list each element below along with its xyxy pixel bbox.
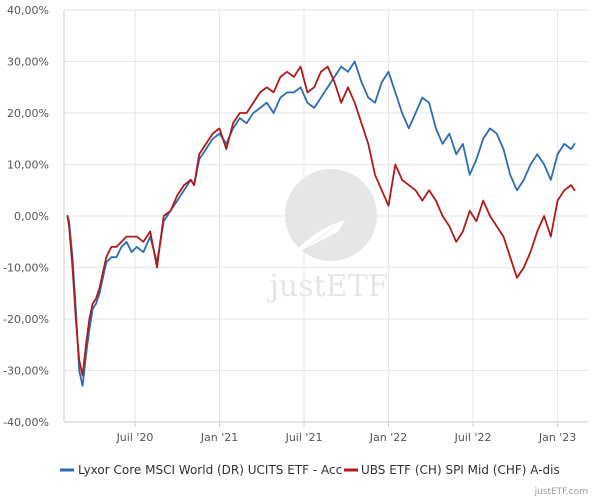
y-tick-label: -10,00% [3, 262, 49, 275]
x-axis-ticks: Juil '20 Jan '21 Juil '21 Jan '22 Juil '22 Ja… [116, 422, 576, 444]
series-line-ubs-spi-mid [66, 65, 576, 377]
x-tick-label: Juil '20 [116, 431, 154, 444]
series-lines [66, 60, 576, 387]
legend-label: Lyxor Core MSCI World (DR) UCITS ETF - A… [78, 463, 342, 477]
x-tick-label: Juil '21 [285, 431, 323, 444]
y-tick-label: 10,00% [7, 159, 49, 172]
y-tick-label: 20,00% [7, 107, 49, 120]
y-tick-label: 30,00% [7, 56, 49, 69]
y-tick-label: -20,00% [3, 313, 49, 326]
y-tick-label: -30,00% [3, 365, 49, 378]
legend-label: UBS ETF (CH) SPI Mid (CHF) A-dis [361, 463, 560, 477]
y-tick-label: 40,00% [7, 4, 49, 17]
y-tick-label: -40,00% [3, 416, 49, 429]
x-tick-label: Jan '23 [538, 431, 576, 444]
y-tick-label: 0,00% [14, 210, 49, 223]
axes [63, 10, 588, 423]
x-tick-label: Jan '22 [369, 431, 407, 444]
legend: Lyxor Core MSCI World (DR) UCITS ETF - A… [60, 463, 560, 477]
x-tick-label: Juil '22 [454, 431, 492, 444]
watermark: justETF [267, 169, 389, 304]
source-credit: justETF.com [534, 487, 588, 497]
justetf-logo-icon [285, 169, 377, 261]
x-tick-label: Jan '21 [200, 431, 238, 444]
watermark-text: justETF [267, 269, 389, 304]
y-axis-ticks: 40,00% 30,00% 20,00% 10,00% 0,00% -10,00% -20,… [3, 4, 49, 429]
series-line-lyxor-msci-world [66, 60, 576, 387]
